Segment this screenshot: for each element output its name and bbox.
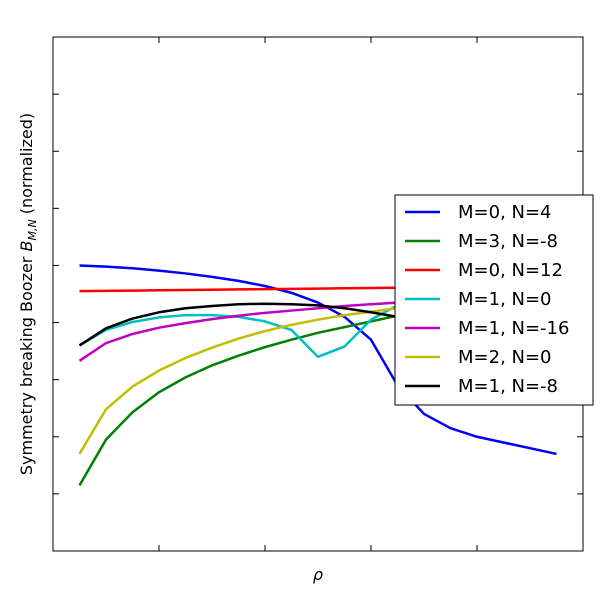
y-axis-label-subscript: M,N — [26, 219, 39, 240]
legend-entries: M=0, N=4 M=3, N=-8 M=0, N=12 M=1, N=0 M=1, N… — [405, 202, 569, 397]
legend-label-4: M=1, N=-16 — [458, 318, 569, 339]
legend-label-5: M=2, N=0 — [458, 347, 552, 368]
y-axis-label-suffix: (normalized) — [17, 113, 36, 219]
y-axis-label: Symmetry breaking Boozer BM,N (normalize… — [17, 113, 39, 475]
series-line-0 — [79, 264, 557, 456]
legend: M=0, N=4 M=3, N=-8 M=0, N=12 M=1, N=0 M=1, N… — [394, 194, 594, 406]
legend-label-3: M=1, N=0 — [458, 289, 552, 310]
x-axis-label: ρ — [313, 565, 323, 584]
y-axis-label-symbol: B — [17, 241, 36, 252]
legend-label-0: M=0, N=4 — [458, 202, 552, 223]
legend-label-6: M=1, N=-8 — [458, 376, 558, 397]
y-axis-label-prefix: Symmetry breaking Boozer — [17, 252, 36, 476]
legend-label-2: M=0, N=12 — [458, 260, 563, 281]
legend-label-1: M=3, N=-8 — [458, 231, 558, 252]
